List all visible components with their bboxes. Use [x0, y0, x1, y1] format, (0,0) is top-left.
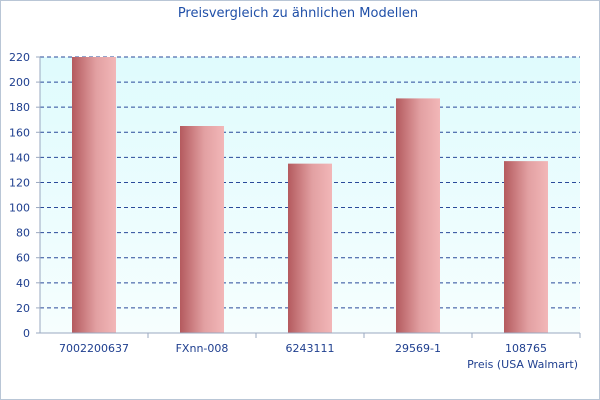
y-axis-ticks: 0 20 40 60 80 100 120 140 160 180 200 220 [9, 51, 40, 340]
y-tick-label: 200 [9, 76, 30, 89]
bar [504, 161, 548, 333]
x-tick-label: 7002200637 [59, 342, 129, 355]
bars [72, 57, 548, 334]
y-tick-label: 80 [16, 227, 30, 240]
bar [396, 98, 440, 334]
y-tick-label: 40 [16, 277, 30, 290]
y-tick-label: 0 [23, 327, 30, 340]
bar [180, 126, 224, 333]
y-tick-label: 180 [9, 101, 30, 114]
bar [288, 163, 332, 333]
x-tick-label: 6243111 [286, 342, 335, 355]
x-tick-label: 108765 [505, 342, 547, 355]
bar [72, 57, 116, 333]
y-tick-label: 60 [16, 252, 30, 265]
y-tick-label: 160 [9, 126, 30, 139]
y-tick-label: 220 [9, 51, 30, 64]
y-tick-label: 100 [9, 202, 30, 215]
x-tick-label: FXnn-008 [176, 342, 229, 355]
y-tick-label: 140 [9, 151, 30, 164]
y-tick-label: 20 [16, 302, 30, 315]
chart-title: Preisvergleich zu ähnlichen Modellen [178, 6, 418, 21]
axes [39, 57, 580, 334]
x-tick-label: 29569-1 [395, 342, 441, 355]
x-axis-ticks: 7002200637 FXnn-008 6243111 29569-1 108765 [59, 333, 581, 355]
x-axis-label: Preis (USA Walmart) [467, 358, 578, 371]
y-tick-label: 120 [9, 176, 30, 189]
